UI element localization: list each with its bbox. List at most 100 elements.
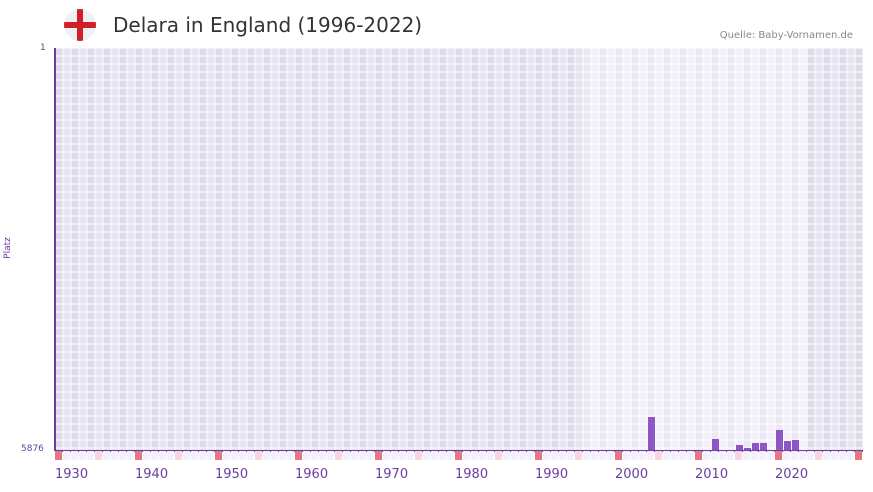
england-flag-icon xyxy=(64,9,96,41)
year-marker xyxy=(495,451,502,460)
year-marker xyxy=(127,451,134,460)
bar-2018[interactable] xyxy=(775,430,783,450)
year-marker xyxy=(655,451,662,460)
year-marker xyxy=(463,451,470,460)
year-marker xyxy=(815,451,822,460)
x-tick-label: 2020 xyxy=(775,467,809,482)
year-marker xyxy=(607,451,614,460)
year-marker xyxy=(535,451,542,460)
year-marker xyxy=(151,451,158,460)
year-marker xyxy=(719,451,726,460)
x-tick-label: 1960 xyxy=(295,467,329,482)
year-marker xyxy=(615,451,622,460)
year-marker xyxy=(559,451,566,460)
year-marker xyxy=(119,451,126,460)
year-marker xyxy=(823,451,830,460)
year-marker xyxy=(663,451,670,460)
x-tick-label: 2000 xyxy=(615,467,649,482)
bar-2016[interactable] xyxy=(759,443,767,450)
year-marker xyxy=(591,451,598,460)
year-marker xyxy=(71,451,78,460)
bar-2019[interactable] xyxy=(783,441,791,450)
year-marker xyxy=(775,451,782,460)
year-marker xyxy=(159,451,166,460)
year-marker xyxy=(351,451,358,460)
year-marker xyxy=(695,451,702,460)
year-marker xyxy=(207,451,214,460)
year-marker xyxy=(623,451,630,460)
year-marker xyxy=(647,451,654,460)
year-marker xyxy=(319,451,326,460)
year-marker xyxy=(303,451,310,460)
year-marker xyxy=(479,451,486,460)
year-marker xyxy=(343,451,350,460)
year-marker xyxy=(703,451,710,460)
y-axis xyxy=(54,48,56,451)
year-marker xyxy=(239,451,246,460)
year-marker xyxy=(727,451,734,460)
year-marker xyxy=(519,451,526,460)
bar-2002[interactable] xyxy=(647,417,655,450)
year-marker xyxy=(543,451,550,460)
x-tick-label: 1990 xyxy=(535,467,569,482)
x-tick-label: 1980 xyxy=(455,467,489,482)
year-marker xyxy=(575,451,582,460)
year-marker xyxy=(527,451,534,460)
x-tick-label: 1930 xyxy=(55,467,89,482)
year-marker xyxy=(247,451,254,460)
year-marker xyxy=(135,451,142,460)
bar-2013[interactable] xyxy=(735,445,743,450)
year-marker xyxy=(687,451,694,460)
year-marker xyxy=(175,451,182,460)
year-marker xyxy=(111,451,118,460)
year-marker xyxy=(183,451,190,460)
year-marker xyxy=(567,451,574,460)
y-axis-label: Platz xyxy=(2,237,13,259)
year-marker xyxy=(215,451,222,460)
bar-2014[interactable] xyxy=(743,448,751,450)
x-tick-label: 1940 xyxy=(135,467,169,482)
year-marker xyxy=(399,451,406,460)
x-tick-label: 2010 xyxy=(695,467,729,482)
year-marker xyxy=(847,451,854,460)
bar-2015[interactable] xyxy=(751,443,759,450)
y-tick-bottom: 5876 xyxy=(21,444,44,454)
year-marker xyxy=(679,451,686,460)
year-marker xyxy=(511,451,518,460)
year-marker xyxy=(783,451,790,460)
year-marker xyxy=(455,451,462,460)
year-marker xyxy=(231,451,238,460)
year-marker xyxy=(599,451,606,460)
year-marker xyxy=(79,451,86,460)
year-marker xyxy=(439,451,446,460)
year-marker xyxy=(735,451,742,460)
year-marker xyxy=(263,451,270,460)
year-marker xyxy=(223,451,230,460)
grid-background xyxy=(55,48,863,450)
year-marker xyxy=(383,451,390,460)
year-marker xyxy=(583,451,590,460)
year-marker xyxy=(671,451,678,460)
year-marker xyxy=(255,451,262,460)
year-marker xyxy=(95,451,102,460)
year-marker xyxy=(167,451,174,460)
year-marker xyxy=(487,451,494,460)
year-marker xyxy=(143,451,150,460)
year-marker xyxy=(311,451,318,460)
chart-title: Delara in England (1996-2022) xyxy=(113,13,423,37)
x-axis xyxy=(55,450,863,452)
year-marker xyxy=(271,451,278,460)
year-marker xyxy=(327,451,334,460)
year-marker xyxy=(471,451,478,460)
year-marker xyxy=(391,451,398,460)
year-marker xyxy=(791,451,798,460)
year-marker xyxy=(639,451,646,460)
bar-2020[interactable] xyxy=(791,440,799,450)
year-marker xyxy=(743,451,750,460)
year-marker xyxy=(367,451,374,460)
bar-2010[interactable] xyxy=(711,439,719,450)
year-marker xyxy=(359,451,366,460)
year-marker xyxy=(295,451,302,460)
year-marker xyxy=(807,451,814,460)
year-marker xyxy=(423,451,430,460)
